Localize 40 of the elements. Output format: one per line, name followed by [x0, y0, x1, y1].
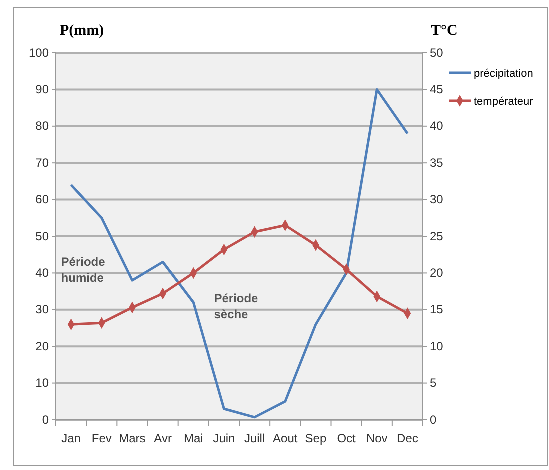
x-tick-label: Mars	[119, 432, 146, 446]
y-tick-label: 100	[28, 46, 50, 60]
y-tick-label: 10	[36, 376, 50, 390]
y2-axis-title: T°C	[431, 23, 458, 39]
y2-tick-label: 10	[430, 339, 444, 354]
y2-tick-label: 40	[430, 119, 444, 134]
y2-tick-label: 35	[430, 156, 444, 170]
x-tick-label: Avr	[154, 432, 172, 446]
y2-tick-label: 30	[430, 192, 444, 207]
x-tick-label: Fev	[92, 432, 112, 446]
y2-tick-label: 25	[430, 229, 444, 244]
annotation: Période sèche	[214, 292, 259, 322]
y-tick-label: 60	[36, 192, 50, 207]
legend-label: températeur	[474, 96, 534, 108]
y-tick-label: 30	[36, 302, 50, 317]
x-tick-label: Dec	[397, 432, 418, 446]
y-tick-label: 40	[36, 266, 50, 280]
y-tick-label: 90	[36, 82, 50, 97]
x-tick-label: Aout	[273, 432, 298, 446]
y-tick-label: 0	[42, 412, 50, 427]
y-tick-label: 50	[36, 229, 50, 244]
x-tick-label: Jan	[62, 432, 81, 446]
y-tick-label: 80	[36, 119, 50, 134]
x-tick-label: Juin	[213, 432, 236, 446]
y2-tick-label: 5	[430, 376, 437, 390]
y2-tick-label: 0	[430, 412, 437, 427]
y-tick-label: 70	[36, 156, 50, 170]
y2-tick-label: 15	[430, 302, 444, 317]
y2-tick-label: 20	[430, 266, 444, 280]
y-tick-label: 20	[36, 339, 50, 354]
y2-tick-label: 45	[430, 82, 444, 97]
x-tick-label: Oct	[337, 432, 357, 446]
x-tick-label: Nov	[366, 432, 388, 446]
y-axis-title: P(mm)	[60, 23, 104, 39]
y2-tick-label: 50	[430, 46, 444, 60]
x-tick-label: Sep	[305, 432, 327, 446]
legend-label: précipitation	[474, 68, 534, 80]
annotation: Période humide	[61, 254, 106, 285]
x-tick-label: Mai	[184, 432, 204, 446]
x-tick-label: Juill	[244, 432, 266, 446]
